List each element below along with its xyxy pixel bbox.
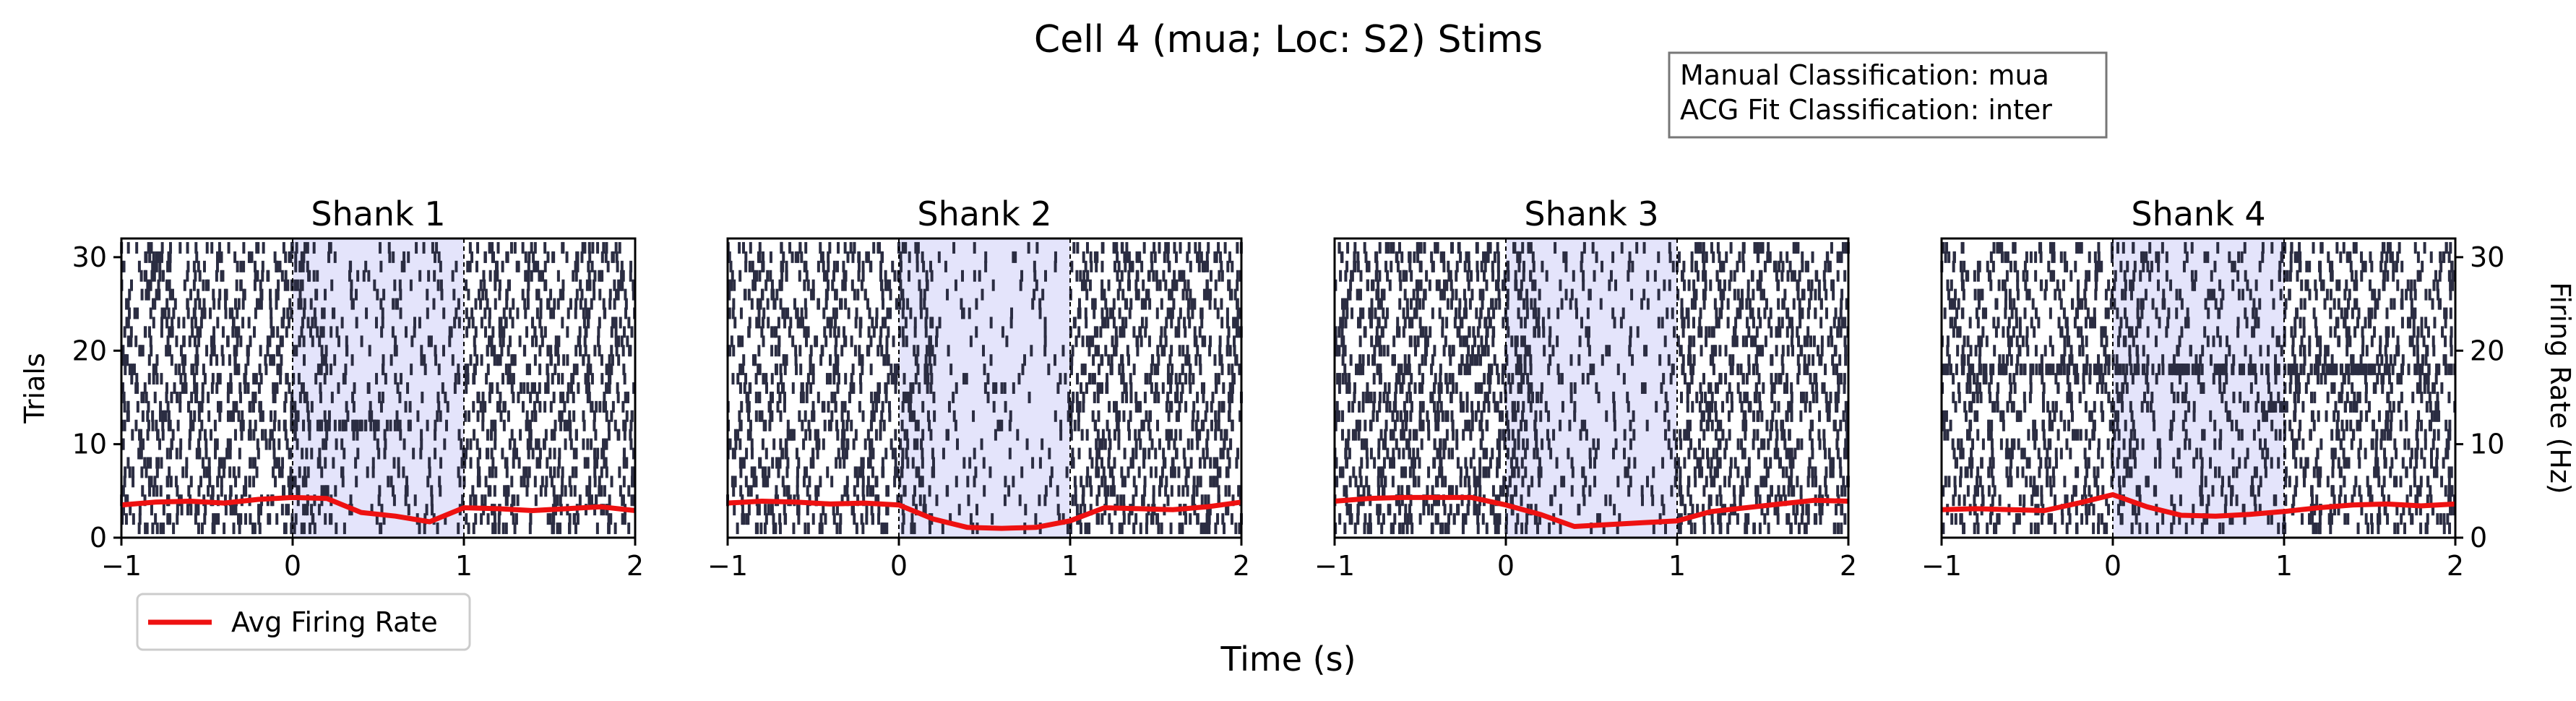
y-tick-label: 20	[72, 335, 107, 366]
panel-title: Shank 1	[311, 194, 445, 233]
panel-frame	[120, 237, 637, 539]
avg-firing-rate-line	[727, 499, 1242, 531]
y-tick-label: 10	[72, 429, 107, 460]
x-tick-label: 1	[1061, 550, 1079, 582]
x-tick-label: −1	[101, 550, 142, 582]
y-tick-label: 30	[72, 241, 107, 273]
panel-3: Shank 3−1 0 1 2	[1314, 194, 1857, 582]
figure-title: Cell 4 (mua; Loc: S2) Stims	[1034, 18, 1543, 61]
spike-raster	[726, 241, 1243, 535]
manual-classification: Manual Classification: mua	[1680, 59, 2049, 91]
x-tick-label: 1	[455, 550, 473, 582]
panel-frame	[726, 237, 1243, 539]
x-tick-label: 0	[284, 550, 301, 582]
x-tick-label: −1	[707, 550, 748, 582]
avg-firing-rate-line	[121, 494, 636, 525]
x-tick-label: 2	[1233, 550, 1250, 582]
panel-2: Shank 2 −1 0 1 2	[707, 194, 1250, 582]
spike-raster	[1333, 241, 1850, 535]
classification-box: Manual Classification: mua ACG Fit Class…	[1668, 51, 2108, 139]
x-tick-label: 0	[890, 550, 908, 582]
y-tick-label: 0	[90, 522, 107, 554]
x-tick-label: 2	[626, 550, 644, 582]
acg-fit-classification: ACG Fit Classification: inter	[1680, 94, 2052, 126]
panel-title: Shank 2	[917, 194, 1051, 233]
